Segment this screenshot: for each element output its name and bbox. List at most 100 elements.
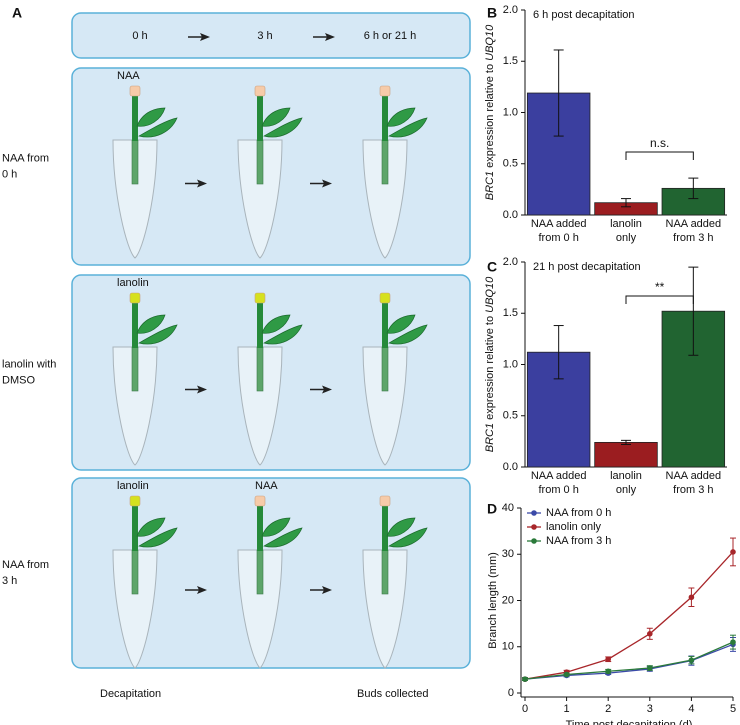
bud-outline [237, 549, 283, 669]
stem [132, 504, 138, 551]
leaf [386, 107, 416, 127]
y-axis-label: BRC1 expression relative to UBQ10 [484, 276, 496, 452]
point [688, 594, 695, 601]
arrow-head [197, 586, 207, 594]
bud-outline [112, 549, 158, 669]
leaf [388, 527, 428, 548]
y-tick-label: 0.5 [503, 158, 518, 170]
point [647, 631, 653, 637]
y-axis-label-part: expression relative to [484, 61, 496, 171]
x-tick-label: from 3 h [673, 232, 713, 244]
bud-outline [362, 549, 408, 669]
y-axis-label-part: expression relative to [484, 313, 496, 423]
point [647, 665, 653, 671]
y-tick-label: 1.0 [503, 106, 518, 118]
stem-lower [131, 139, 139, 185]
y-axis-label-part: UBQ10 [484, 276, 496, 313]
x-tick-label: 2 [605, 703, 611, 715]
row-label: NAA from [2, 559, 49, 571]
stem-tip [379, 292, 391, 304]
stem-lower [381, 549, 389, 595]
y-axis-label-part: UBQ10 [484, 24, 496, 61]
point [730, 549, 736, 555]
y-tick-label: 2.0 [503, 4, 518, 16]
timeline-label: 3 h [257, 30, 272, 42]
x-tick-label: lanolin [610, 470, 642, 482]
x-tick-label: 1 [564, 703, 570, 715]
significance-label: ** [655, 280, 665, 294]
legend-label: NAA from 3 h [546, 535, 611, 547]
stem-tip [379, 495, 391, 507]
leaf [386, 314, 416, 334]
bud-outline [112, 139, 158, 259]
footer-label: Decapitation [100, 688, 161, 700]
leaf [388, 117, 428, 138]
x-tick-label: NAA added [666, 470, 722, 482]
row-label: NAA from [2, 152, 49, 164]
x-tick-label: from 0 h [538, 232, 578, 244]
significance-label: n.s. [650, 136, 669, 150]
x-tick-label: 3 [647, 703, 653, 715]
stem [382, 301, 388, 348]
stem [257, 301, 263, 348]
stem-tip [129, 85, 141, 97]
x-tick-label: lanolin [610, 218, 642, 230]
y-tick-label: 30 [502, 548, 514, 560]
stem-tip [254, 495, 266, 507]
y-tick-label: 1.0 [503, 358, 518, 370]
leaf [136, 314, 166, 334]
y-tick-label: 0 [508, 687, 514, 699]
y-axis-label: Branch length (mm) [487, 552, 499, 649]
row-label: 3 h [2, 575, 17, 587]
y-tick-label: 2.0 [503, 256, 518, 268]
arrow-head [197, 385, 207, 394]
x-tick-label: from 0 h [538, 484, 578, 496]
leaf [263, 117, 303, 138]
series-line [524, 551, 734, 680]
stem-lower [131, 346, 139, 392]
legend-marker [531, 524, 537, 530]
significance-bracket [625, 295, 694, 304]
x-tick-label: only [616, 484, 637, 496]
x-tick-label: 5 [730, 703, 736, 715]
stem-lower [256, 139, 264, 185]
timeline-label: 0 h [132, 30, 147, 42]
legend-label: lanolin only [546, 521, 602, 533]
y-axis-label-part: BRC1 [484, 171, 496, 200]
point [605, 656, 611, 663]
stem-lower [256, 346, 264, 392]
treatment-label: NAA [255, 480, 278, 492]
stem [132, 94, 138, 141]
leaf [388, 324, 428, 345]
arrow-head [197, 179, 207, 188]
leaf [138, 527, 178, 548]
x-tick-label: NAA added [666, 218, 722, 230]
x-tick-label: from 3 h [673, 484, 713, 496]
panel-letter: A [12, 5, 22, 21]
stem [382, 94, 388, 141]
arrow-head [322, 385, 332, 394]
chart-title: 21 h post decapitation [533, 261, 641, 273]
bud-outline [362, 139, 408, 259]
point [522, 676, 528, 682]
y-tick-label: 1.5 [503, 307, 518, 319]
bud-outline [362, 346, 408, 466]
arrow-head [322, 179, 332, 188]
point [605, 668, 611, 675]
timeline-label: 6 h or 21 h [364, 30, 417, 42]
row-label: lanolin with [2, 358, 56, 370]
treatment-label: NAA [117, 70, 140, 82]
leaf [138, 117, 178, 138]
arrow-head [322, 586, 332, 594]
stem-tip [254, 292, 266, 304]
y-tick-label: 0.0 [503, 461, 518, 473]
leaf [263, 324, 303, 345]
bud-outline [237, 139, 283, 259]
stem-lower [381, 139, 389, 185]
leaf [136, 517, 166, 537]
row-label: 0 h [2, 168, 17, 180]
y-tick-label: 1.5 [503, 55, 518, 67]
stem-tip [129, 495, 141, 507]
stem [257, 94, 263, 141]
x-tick-label: 4 [688, 703, 694, 715]
